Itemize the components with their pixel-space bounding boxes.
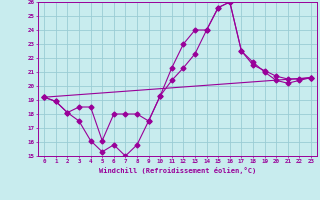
- X-axis label: Windchill (Refroidissement éolien,°C): Windchill (Refroidissement éolien,°C): [99, 167, 256, 174]
